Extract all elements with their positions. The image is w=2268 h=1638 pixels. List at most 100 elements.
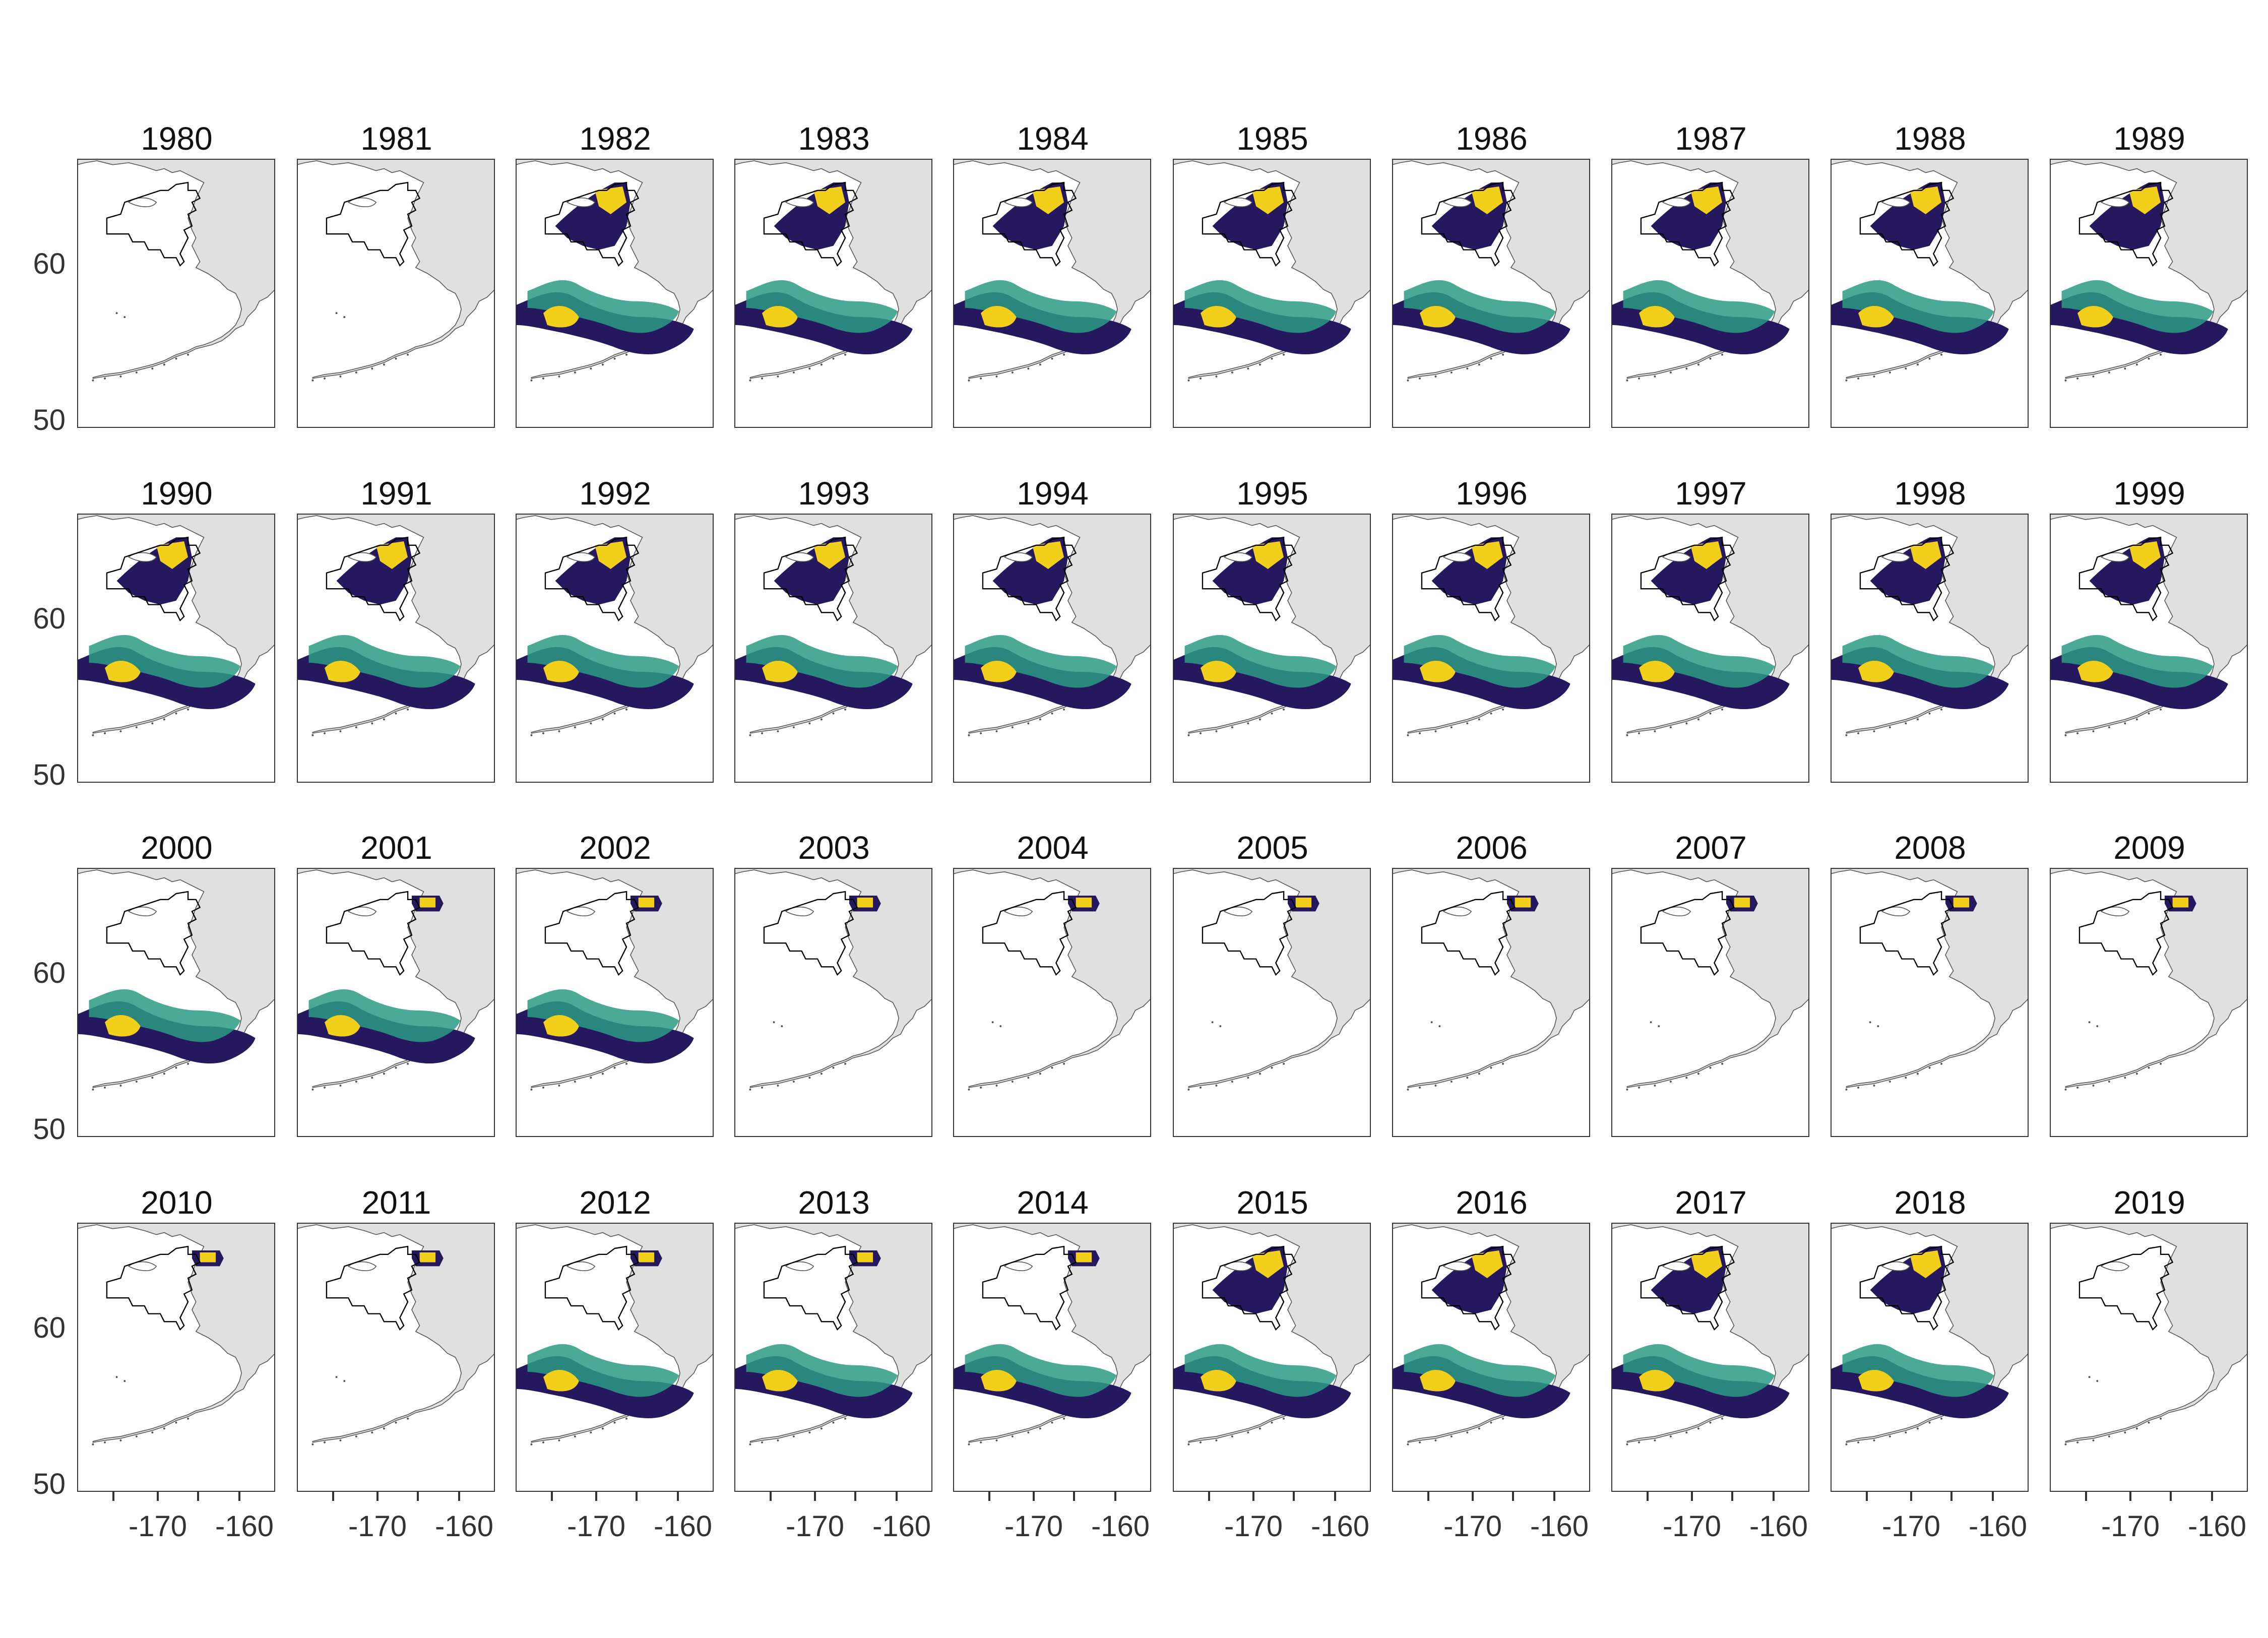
density-southern-mid [527, 635, 679, 688]
island-marker [1200, 1441, 1202, 1443]
island-marker [1888, 1081, 1891, 1083]
island-marker [311, 379, 314, 382]
island-marker [2135, 363, 2138, 366]
density-southern-high [1858, 661, 1894, 682]
island-marker [407, 1417, 409, 1420]
density-southern-high [762, 661, 798, 682]
panel-frame [734, 1223, 932, 1492]
map-panel-1985 [1173, 159, 1371, 428]
island-marker [1027, 367, 1030, 370]
island-marker [2124, 1431, 2126, 1434]
island-marker [355, 371, 357, 374]
island-marker [1478, 718, 1480, 721]
density-northern-high [1471, 1250, 1503, 1278]
island-marker [530, 1443, 533, 1445]
island-marker [383, 1427, 385, 1430]
island-marker [1283, 708, 1285, 711]
island-marker [2064, 734, 2067, 736]
island-marker [1200, 732, 1202, 734]
island-marker [590, 722, 592, 725]
panel-frame [734, 514, 932, 783]
panel-year-title: 2009 [2113, 830, 2185, 866]
land-mass [953, 868, 1151, 1088]
map-panel-1994 [953, 514, 1151, 783]
island-marker [792, 726, 795, 729]
island-marker [119, 375, 122, 377]
density-southern-high [1639, 1370, 1675, 1392]
island-marker [761, 1086, 763, 1089]
island-marker [2124, 367, 2126, 370]
density-southern-high [543, 1015, 579, 1037]
island-marker [2135, 718, 2138, 721]
island-marker [558, 1439, 560, 1441]
x-tick-label-170: -170 [1004, 1510, 1063, 1543]
island-marker [1877, 1025, 1879, 1028]
island-marker [991, 1021, 994, 1024]
island-marker [2092, 1084, 2095, 1087]
island-marker [844, 708, 847, 711]
density-norton-sound-high [638, 897, 655, 908]
island-marker [558, 730, 560, 732]
island-marker [601, 1073, 604, 1075]
island-marker [135, 726, 138, 729]
map-panel-2011 [297, 1223, 495, 1492]
island-marker [1502, 708, 1504, 711]
map-panel-2014 [953, 1223, 1151, 1492]
panel-year-title: 2018 [1894, 1184, 1966, 1221]
island-marker [395, 1066, 397, 1069]
island-marker [383, 718, 385, 721]
panel-year-title: 2008 [1894, 830, 1966, 866]
density-norton-sound-high [1515, 897, 1531, 908]
density-norton-sound-high [419, 1252, 436, 1263]
island-marker [980, 1441, 982, 1443]
panel-year-title: 1990 [141, 475, 213, 512]
island-marker [1407, 734, 1409, 736]
island-marker [820, 363, 823, 366]
density-southern-mid [2061, 635, 2214, 688]
density-northern-high [2129, 541, 2161, 569]
island-marker [1258, 363, 1261, 366]
density-northern-high [1910, 541, 1942, 569]
map-panel-2018 [1831, 1223, 2029, 1492]
island-marker [844, 1417, 847, 1420]
x-tick-label-170: -170 [566, 1510, 626, 1543]
island-marker [968, 379, 970, 382]
island-marker [761, 1441, 763, 1443]
island-marker [1247, 722, 1249, 725]
island-marker [343, 316, 346, 319]
density-northern-high [2129, 186, 2161, 214]
island-marker [1478, 363, 1480, 366]
x-tick-label-170: -170 [785, 1510, 845, 1543]
island-marker [123, 316, 126, 319]
panel-frame [1611, 868, 1809, 1137]
panel-year-title: 1996 [1456, 475, 1528, 512]
map-panel-2006 [1392, 868, 1590, 1137]
island-marker [1271, 712, 1273, 715]
island-marker [844, 353, 847, 356]
island-marker [980, 1086, 982, 1089]
panel-frame [1392, 159, 1590, 428]
density-southern-mid [965, 635, 1117, 688]
x-ticks [770, 1492, 898, 1501]
island-marker [844, 1062, 847, 1065]
island-marker [324, 1086, 326, 1089]
panel-year-title: 1986 [1456, 120, 1528, 157]
density-southern-mid [2061, 280, 2214, 333]
island-marker [558, 1084, 560, 1087]
island-marker [1669, 1081, 1672, 1083]
island-marker [613, 357, 616, 360]
island-marker [2092, 730, 2095, 732]
x-tick-label-160: -160 [1749, 1510, 1808, 1543]
x-tick-label-160: -160 [1530, 1510, 1589, 1543]
map-panel-1998 [1831, 514, 2029, 783]
panel-frame [1611, 1223, 1809, 1492]
island-marker [324, 377, 326, 380]
island-marker [1450, 371, 1453, 374]
density-southern-high [1858, 306, 1894, 328]
map-panel-2017 [1611, 1223, 1809, 1492]
x-tick-label-160: -160 [1968, 1510, 2028, 1543]
island-marker [773, 1021, 775, 1024]
island-marker [104, 377, 106, 380]
island-marker [1466, 1431, 1469, 1434]
